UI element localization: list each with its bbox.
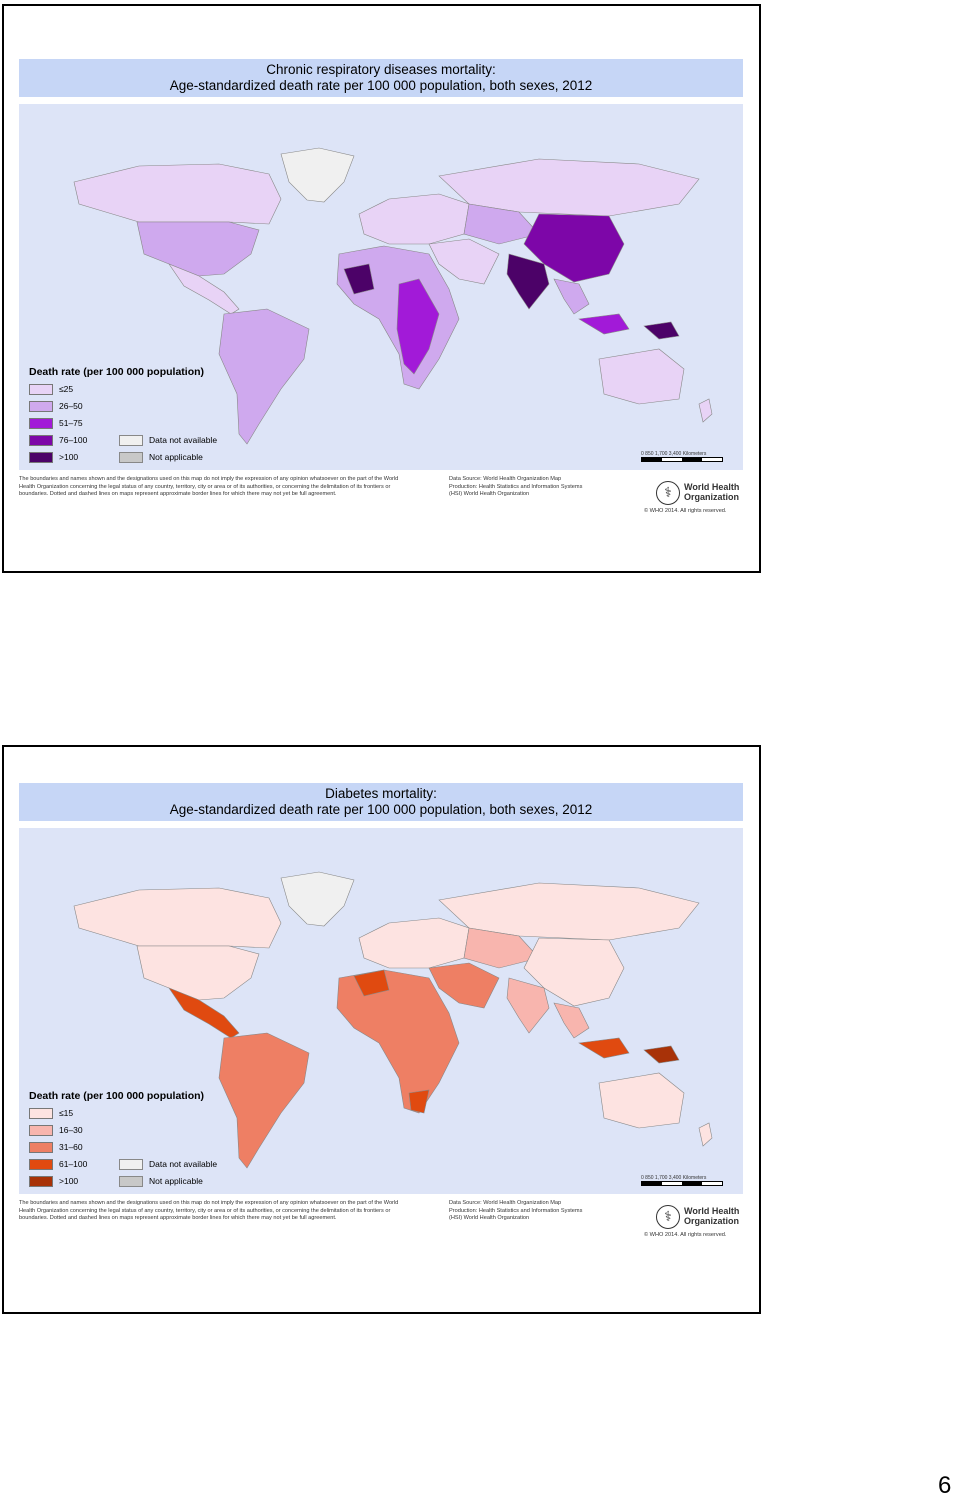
disclaimer-text: The boundaries and names shown and the d… [19, 476, 399, 497]
page-number: 6 [938, 1472, 952, 1499]
legend-swatch-na [119, 1159, 143, 1170]
title-line-2: Age-standardized death rate per 100 000 … [169, 802, 593, 817]
legend-label: >100 [59, 452, 79, 462]
scale-label: 0 850 1,700 3,400 Kilometers [641, 451, 707, 457]
legend-label: 51–75 [59, 418, 83, 428]
legend-swatch [29, 1142, 53, 1153]
legend-label: 26–50 [59, 401, 83, 411]
who-name-line-2: Organization [684, 1216, 740, 1226]
legend-label-na: Data not available [149, 1159, 218, 1169]
legend-swatch-notapplicable [119, 1176, 143, 1187]
legend-label-notapplicable: Not applicable [149, 452, 203, 462]
title-line-2: Age-standardized death rate per 100 000 … [169, 78, 593, 93]
who-name-line-2: Organization [684, 492, 740, 502]
legend-swatch [29, 452, 53, 463]
legend-swatch [29, 1159, 53, 1170]
who-logo: ⚕ World Health Organization [656, 481, 746, 507]
legend-swatch-notapplicable [119, 452, 143, 463]
legend-label: 76–100 [59, 435, 88, 445]
disclaimer-text: The boundaries and names shown and the d… [19, 1200, 399, 1221]
slide-diabetes: Diabetes mortality: Age-standardized dea… [2, 745, 761, 1314]
legend-label-notapplicable: Not applicable [149, 1176, 203, 1186]
scale-label: 0 850 1,700 3,400 Kilometers [641, 1175, 707, 1181]
legend-title: Death rate (per 100 000 population) [29, 1090, 205, 1102]
copyright-text: © WHO 2014. All rights reserved. [644, 1232, 727, 1238]
data-source-text: Data Source: World Health Organization M… [449, 1200, 583, 1221]
legend-swatch [29, 1108, 53, 1119]
map-legend: Death rate (per 100 000 population) ≤25 … [29, 366, 217, 467]
data-source-text: Data Source: World Health Organization M… [449, 476, 583, 497]
map-graphic [73, 147, 713, 445]
map-legend: Death rate (per 100 000 population) ≤15 … [29, 1090, 217, 1191]
who-logo: ⚕ World Health Organization [656, 1205, 746, 1231]
who-name-line-1: World Health [684, 482, 740, 492]
copyright-text: © WHO 2014. All rights reserved. [644, 508, 727, 514]
scale-bar: 0 850 1,700 3,400 Kilometers [641, 451, 723, 462]
legend-label-na: Data not available [149, 435, 218, 445]
world-map: Death rate (per 100 000 population) ≤15 … [19, 828, 743, 1194]
who-emblem-icon: ⚕ [656, 481, 680, 505]
legend-swatch [29, 1176, 53, 1187]
legend-swatch-na [119, 435, 143, 446]
slide-title: Diabetes mortality: Age-standardized dea… [19, 783, 743, 821]
legend-label: 31–60 [59, 1142, 83, 1152]
legend-title: Death rate (per 100 000 population) [29, 366, 205, 378]
legend-swatch [29, 401, 53, 412]
legend-swatch [29, 435, 53, 446]
legend-label: 61–100 [59, 1159, 88, 1169]
legend-label: ≤25 [59, 384, 74, 394]
scale-bar: 0 850 1,700 3,400 Kilometers [641, 1175, 723, 1186]
legend-swatch [29, 418, 53, 429]
legend-swatch [29, 1125, 53, 1136]
slide-title: Chronic respiratory diseases mortality: … [19, 59, 743, 97]
world-map: Death rate (per 100 000 population) ≤25 … [19, 104, 743, 470]
legend-label: ≤15 [59, 1108, 74, 1118]
map-graphic [73, 871, 713, 1169]
slide-respiratory: Chronic respiratory diseases mortality: … [2, 4, 761, 573]
title-line-1: Diabetes mortality: [325, 786, 437, 801]
title-line-1: Chronic respiratory diseases mortality: [266, 62, 496, 77]
legend-label: >100 [59, 1176, 79, 1186]
who-emblem-icon: ⚕ [656, 1205, 680, 1229]
legend-label: 16–30 [59, 1125, 83, 1135]
who-name-line-1: World Health [684, 1206, 740, 1216]
legend-swatch [29, 384, 53, 395]
